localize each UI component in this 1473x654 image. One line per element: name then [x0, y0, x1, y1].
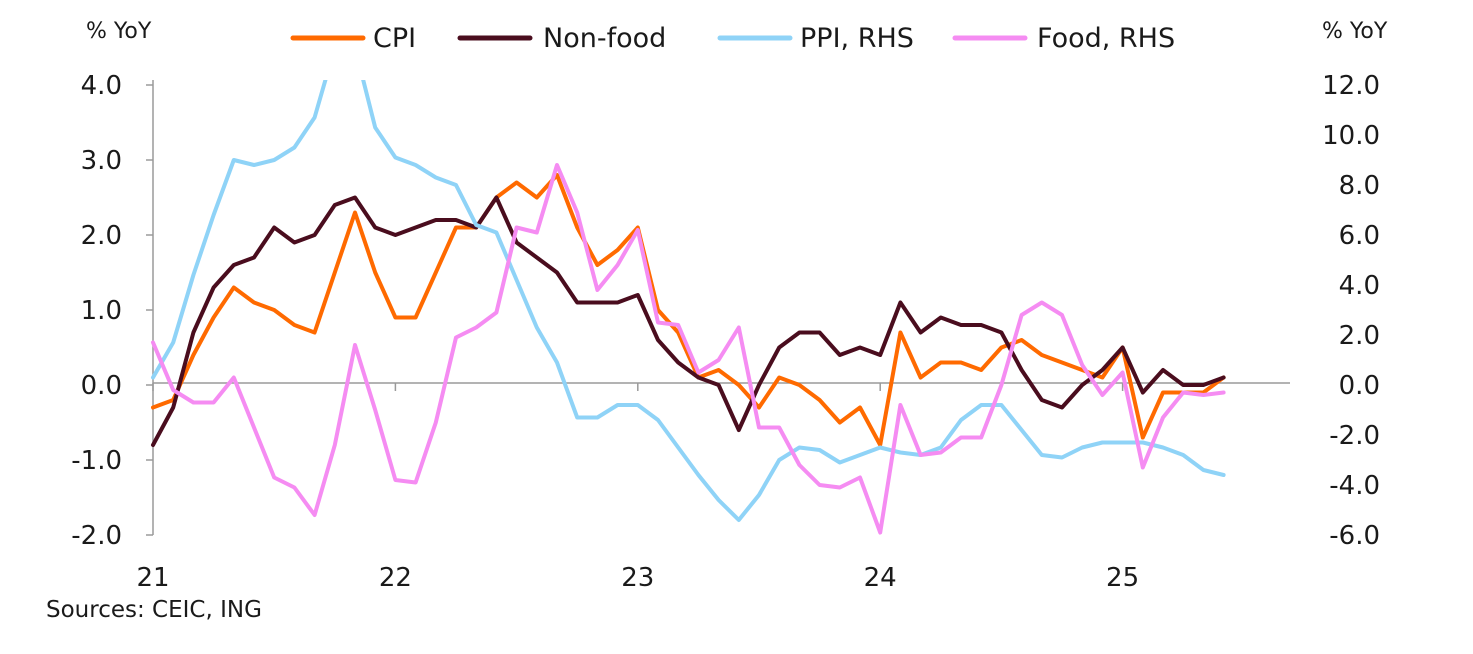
- right-y-tick-label: 4.0: [1339, 271, 1380, 301]
- right-y-tick-label: 2.0: [1339, 321, 1380, 351]
- right-y-tick-label: -6.0: [1329, 521, 1380, 551]
- series-line-food-rhs: [151, 163, 1226, 535]
- right-y-tick-label: 12.0: [1322, 71, 1380, 101]
- legend-label: Food, RHS: [1037, 23, 1175, 54]
- x-tick-label: 23: [621, 563, 654, 593]
- x-tick-labels: 21 22 23 24 25: [136, 383, 1139, 593]
- left-axis-unit-label: % YoY: [86, 19, 152, 44]
- left-y-tick-label: -1.0: [71, 446, 122, 476]
- right-y-tick-label: 8.0: [1339, 171, 1380, 201]
- right-y-tick-label: -2.0: [1329, 421, 1380, 451]
- x-tick-label: 24: [864, 563, 897, 593]
- left-y-tick-label: 1.0: [81, 296, 122, 326]
- source-note: Sources: CEIC, ING: [46, 597, 262, 623]
- right-y-tick-label: 0.0: [1339, 371, 1380, 401]
- x-tick-label: 22: [379, 563, 412, 593]
- right-axis-unit-label: % YoY: [1322, 19, 1388, 44]
- legend-label: CPI: [373, 23, 416, 54]
- x-tick-label: 25: [1106, 563, 1139, 593]
- right-y-tick-label: -4.0: [1329, 471, 1380, 501]
- series-line-non-food: [151, 195, 1226, 447]
- legend: CPI Non-food PPI, RHS Food, RHS: [290, 23, 1175, 54]
- left-y-tick-label: 2.0: [81, 221, 122, 251]
- left-y-tick-label: 3.0: [81, 146, 122, 176]
- left-y-tick-label: 0.0: [81, 371, 122, 401]
- series-line-ppi-rhs: [151, 80, 1226, 522]
- left-y-tick-label: 4.0: [81, 71, 122, 101]
- right-y-tick-label: 10.0: [1322, 121, 1380, 151]
- legend-label: Non-food: [543, 23, 666, 54]
- x-tick-label: 21: [136, 563, 169, 593]
- legend-label: PPI, RHS: [800, 23, 914, 54]
- right-y-tick-labels: 12.0 10.0 8.0 6.0 4.0 2.0 0.0 -2.0 -4.0 -6.0: [1322, 71, 1380, 551]
- left-y-tick-label: -2.0: [71, 521, 122, 551]
- series-layer: [151, 80, 1226, 535]
- series-line-cpi: [151, 173, 1226, 447]
- right-y-tick-label: 6.0: [1339, 221, 1380, 251]
- left-y-tick-labels: 4.0 3.0 2.0 1.0 0.0 -1.0 -2.0: [71, 71, 153, 551]
